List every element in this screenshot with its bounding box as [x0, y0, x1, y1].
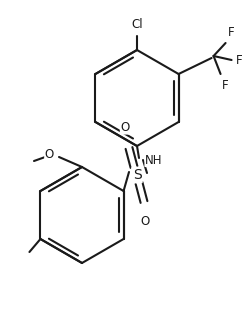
Text: S: S: [133, 168, 141, 182]
Text: F: F: [222, 79, 228, 92]
Text: NH: NH: [145, 153, 163, 166]
Text: O: O: [45, 148, 54, 162]
Text: O: O: [120, 121, 130, 134]
Text: Cl: Cl: [131, 18, 143, 31]
Text: O: O: [140, 215, 150, 228]
Text: F: F: [228, 26, 234, 39]
Text: F: F: [235, 54, 242, 67]
